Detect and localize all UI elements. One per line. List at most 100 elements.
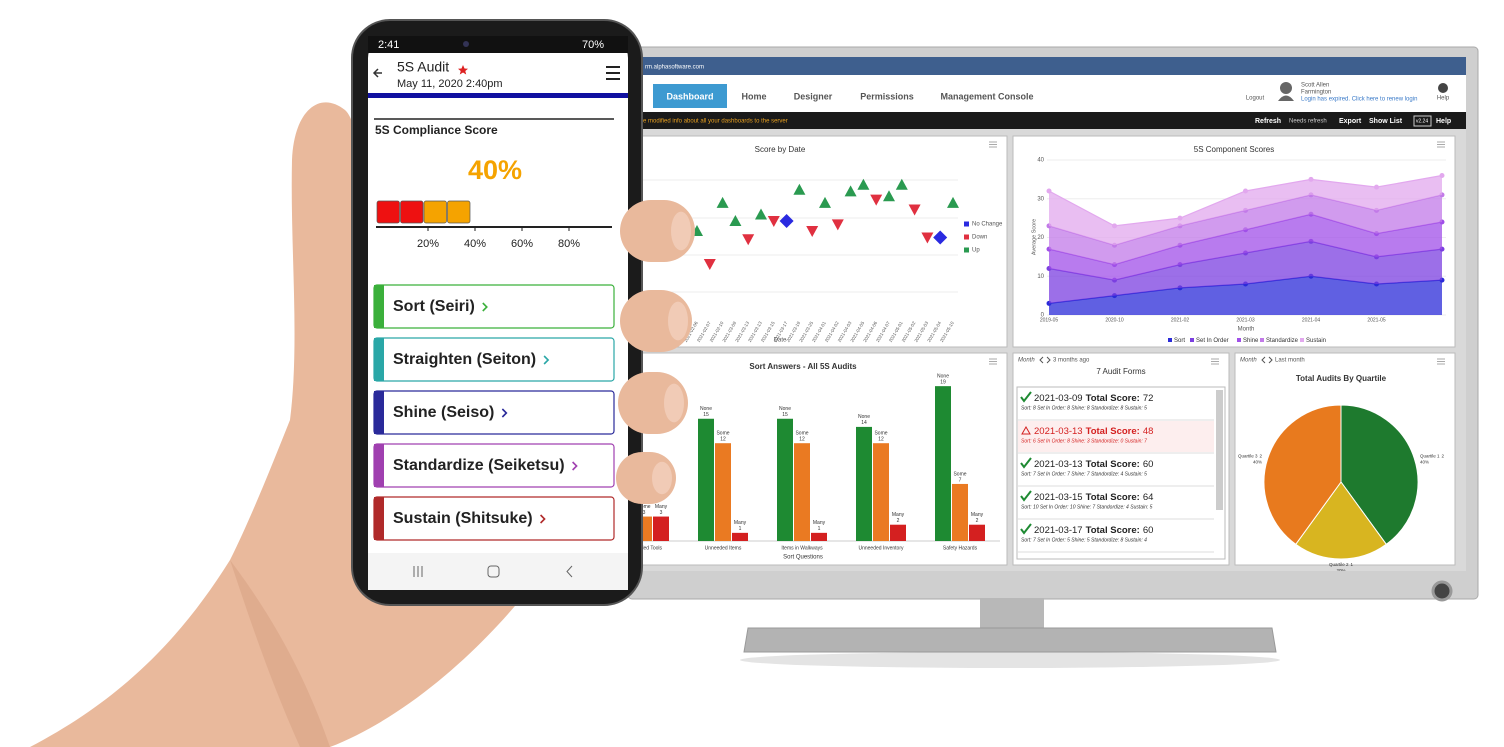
chart-title: Sort Answers - All 5S Audits	[749, 362, 857, 371]
menu-color-strip	[374, 285, 384, 328]
x-axis-title: Sort Questions	[783, 555, 823, 561]
toolbar-help[interactable]: Help	[1436, 118, 1451, 125]
legend-label: Shine	[1243, 338, 1259, 344]
y-tick-label: 0	[1041, 313, 1045, 319]
panel	[638, 135, 1008, 348]
y-tick-label: 20	[1037, 235, 1044, 241]
point	[831, 219, 844, 231]
row-detail: Sort: 10 Set In Order: 10 Shine: 7 Stand…	[1021, 504, 1153, 510]
point	[806, 225, 819, 237]
data-label-name: Many	[655, 504, 668, 510]
row-highlight	[1018, 421, 1214, 452]
nav-tab[interactable]: Home	[741, 91, 766, 101]
nav-tab[interactable]: Dashboard	[666, 91, 713, 101]
refresh-button[interactable]: Refresh	[1255, 118, 1281, 125]
x-tick-label: Unneeded Tools	[626, 545, 663, 551]
row-detail: Sort: 7 Set In Order: 5 Shine: 5 Standor…	[1021, 537, 1147, 543]
data-label-name: None	[858, 414, 870, 420]
nav-tab[interactable]: Designer	[794, 91, 833, 101]
back-arrow[interactable]	[372, 68, 382, 78]
point	[1243, 188, 1248, 194]
row-score: 72	[1143, 393, 1154, 404]
range-selector[interactable]: Last month	[1275, 358, 1305, 364]
fingernail	[668, 301, 688, 341]
row-detail: Sort: 7 Set In Order: 7 Shine: 7 Standor…	[1021, 471, 1147, 477]
range-selector[interactable]: 3 months ago	[1053, 358, 1090, 364]
login-notice[interactable]: Login has expired. Click here to renew l…	[1301, 97, 1417, 103]
gauge-segment	[447, 200, 471, 224]
monitor-screen: rm.alphasoftware.com Dashboard Home Designe…	[626, 57, 1466, 573]
gauge-tick-label: 60%	[511, 238, 533, 250]
back-icon[interactable]	[566, 565, 573, 578]
bar	[969, 524, 985, 541]
help-link[interactable]: Help	[1437, 96, 1450, 102]
menu-color-strip	[374, 497, 384, 540]
menu-color-strip	[374, 391, 384, 434]
menu-label[interactable]: Straighten (Seiton)	[393, 351, 536, 368]
menu-chevron	[540, 514, 546, 524]
export-button[interactable]: Export	[1339, 118, 1362, 125]
point	[857, 178, 870, 190]
nav-tab[interactable]: Permissions	[860, 91, 914, 101]
toolbar-message: ve modified info about all your dashboar…	[640, 119, 788, 125]
row-date: 2021-03-09	[1034, 393, 1083, 404]
row-label: Total Score:	[1086, 525, 1140, 536]
data-label-name: Many	[813, 520, 826, 526]
bar	[873, 443, 889, 541]
legend-swatch	[1260, 338, 1264, 342]
legend-label: No Change	[972, 222, 1003, 228]
row-label: Total Score:	[1086, 426, 1140, 437]
logout[interactable]: Logout	[1246, 96, 1265, 102]
row-label: Total Score:	[1086, 492, 1140, 503]
row-title: 2021-03-15 Total Score: 64	[1034, 492, 1153, 503]
bar	[715, 443, 731, 541]
chart-title: 5S Component Scores	[1194, 145, 1275, 154]
home-icon[interactable]	[487, 565, 500, 578]
gauge-tick-label: 20%	[417, 238, 439, 250]
card-title: 5S Compliance Score	[375, 123, 498, 137]
nav-tab[interactable]: Management Console	[940, 91, 1033, 101]
point	[767, 216, 780, 228]
menu-label[interactable]: Sustain (Shitsuke)	[393, 510, 533, 527]
row-label: Total Score:	[1086, 393, 1140, 404]
x-tick-label: 2020-10	[1105, 317, 1124, 323]
data-label: 1	[818, 526, 821, 532]
point	[844, 185, 857, 197]
row-detail: Sort: 8 Set In Order: 8 Shine: 8 Standor…	[1021, 405, 1147, 411]
gauge-tick-label: 40%	[464, 238, 486, 250]
hand-shade	[230, 560, 330, 747]
slice-percent: 20%	[1336, 568, 1345, 573]
legend-swatch	[964, 221, 969, 227]
data-label-name: None	[779, 406, 791, 412]
legend-swatch	[1237, 338, 1241, 342]
chart-title: Total Audits By Quartile	[1296, 374, 1387, 383]
required-star	[458, 65, 468, 75]
chart-title: Score by Date	[755, 145, 806, 154]
browser-bar	[638, 57, 1466, 75]
menu-label[interactable]: Shine (Seiso)	[393, 404, 494, 421]
bar	[698, 418, 714, 541]
bar	[777, 418, 793, 541]
check-icon	[1020, 523, 1032, 535]
fingernail	[671, 211, 691, 251]
avatar-body	[1278, 95, 1294, 101]
x-tick-label: Unneeded Inventory	[858, 545, 904, 551]
area	[1049, 241, 1442, 304]
period-selector[interactable]: Month	[1018, 358, 1035, 364]
data-label: 1	[739, 526, 742, 532]
menu-chevron	[543, 355, 550, 365]
data-label: 12	[720, 437, 726, 443]
show-list-button[interactable]: Show List	[1369, 118, 1403, 125]
menu-label[interactable]: Standardize (Seiketsu)	[393, 457, 565, 474]
point	[779, 214, 794, 229]
bar	[653, 516, 669, 541]
point	[947, 196, 959, 208]
legend-swatch	[964, 234, 969, 240]
menu-label[interactable]: Sort (Seiri)	[393, 298, 475, 315]
period-selector[interactable]: Month	[1240, 358, 1257, 364]
point	[1439, 173, 1445, 178]
area	[1049, 276, 1442, 315]
slice-percent: 40%	[1253, 460, 1262, 465]
slice-percent: 40%	[1420, 460, 1429, 465]
